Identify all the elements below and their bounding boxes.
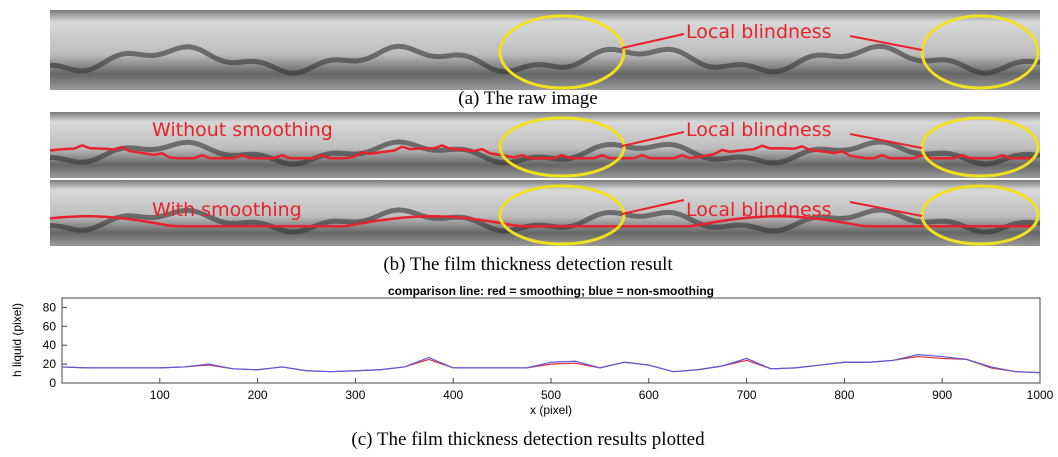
y-tick-label: 60 [43, 319, 57, 333]
x-tick-label: 1000 [1027, 388, 1054, 402]
figure: (a) The raw image (b) The film thickness… [0, 0, 1058, 457]
caption: (c) The film thickness detection results… [351, 429, 705, 450]
x-tick-label: 300 [345, 388, 365, 402]
x-tick-label: 500 [541, 388, 561, 402]
plot: 0 20 40 60 80 100 200 300 400 500 600 700 800 900 1000 [43, 298, 1054, 402]
x-tick-label: 900 [932, 388, 952, 402]
x-tick-label: 200 [248, 388, 268, 402]
y-tick-label: 20 [43, 357, 57, 371]
caption: (b) The film thickness detection result [383, 254, 673, 275]
x-tick-label: 100 [150, 388, 170, 402]
y-tick-label: 40 [43, 338, 57, 352]
annotation: Without smoothing [152, 119, 333, 141]
caption: (a) The raw image [458, 88, 597, 109]
y-tick-label: 80 [43, 300, 57, 314]
annotation: With smoothing [152, 199, 302, 221]
x-tick-label: 800 [834, 388, 854, 402]
y-tick-label: 0 [49, 376, 56, 390]
chart-title: comparison line: red = smoothing; blue =… [388, 284, 714, 298]
x-tick-label: 600 [639, 388, 659, 402]
annotation: Local blindness [686, 199, 832, 221]
y-axis-label: h liquid (pixel) [10, 303, 24, 377]
annotation: Local blindness [686, 119, 832, 141]
x-axis-label: x (pixel) [530, 403, 572, 417]
annotation: Local blindness [686, 21, 832, 43]
x-tick-label: 400 [443, 388, 463, 402]
x-tick-label: 700 [737, 388, 757, 402]
plot-area [62, 298, 1040, 383]
